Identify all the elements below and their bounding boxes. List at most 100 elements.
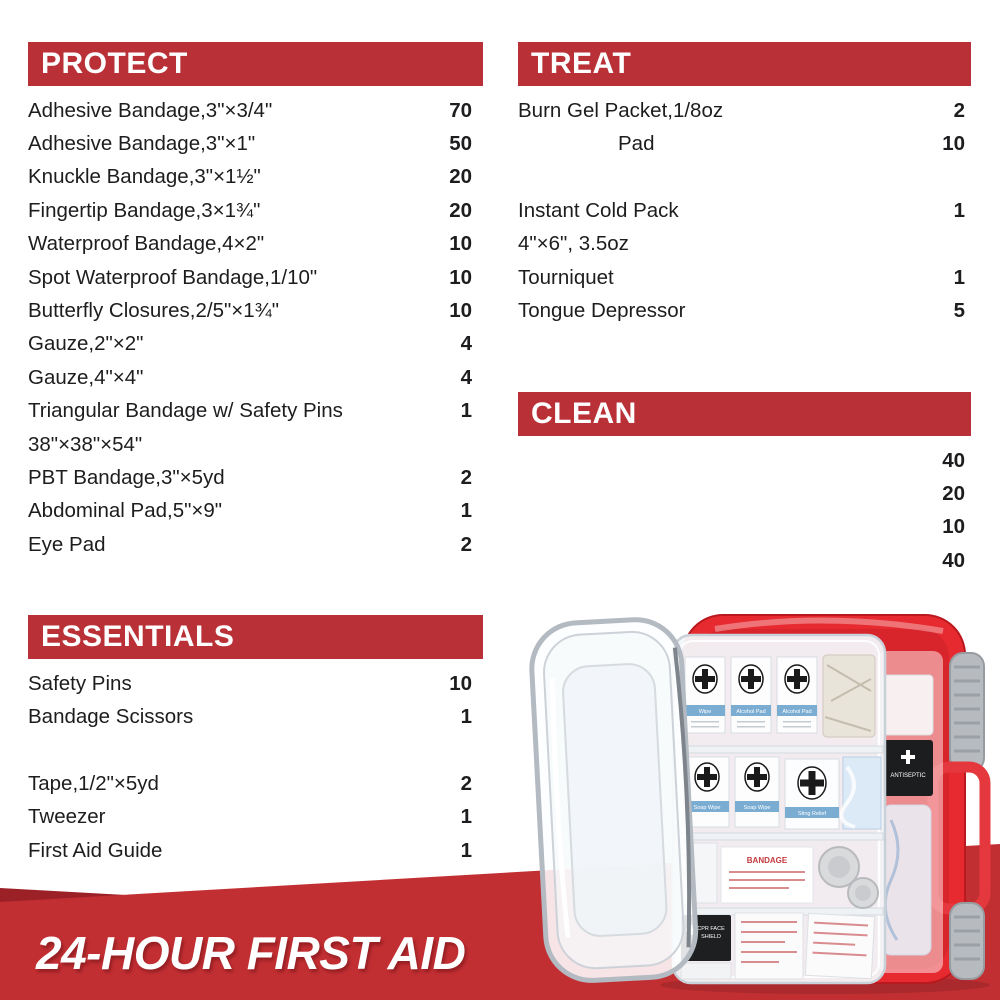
cross-icon bbox=[747, 767, 767, 787]
bandage-pack bbox=[804, 912, 876, 980]
shelf-divider bbox=[674, 745, 884, 754]
soap-wipe-packet: Soap Wipe bbox=[734, 756, 780, 828]
item-qty: 1 bbox=[460, 499, 472, 523]
item-qty: 1 bbox=[460, 838, 472, 862]
cross-icon bbox=[697, 767, 717, 787]
list-item: PBT Bandage,3"×5yd 2 bbox=[28, 461, 472, 494]
item-qty: 1 bbox=[460, 805, 472, 829]
list-item: Tweezer 1 bbox=[28, 801, 472, 834]
item-qty: 70 bbox=[449, 98, 472, 122]
clean-item-list: 40 20 10 40 bbox=[518, 444, 965, 578]
packet-row-3: BANDAGE bbox=[682, 842, 879, 909]
item-qty: 10 bbox=[449, 671, 472, 695]
item-qty: 40 bbox=[942, 448, 965, 472]
item-qty: 4 bbox=[460, 332, 472, 356]
item-label: 4"×6", 3.5oz bbox=[518, 232, 629, 256]
item-label: Eye Pad bbox=[28, 532, 106, 556]
item-qty: 10 bbox=[942, 515, 965, 539]
item-qty: 1 bbox=[460, 705, 472, 729]
lid-highlight bbox=[549, 678, 571, 938]
packet-label: Alcohol Pad bbox=[782, 709, 811, 715]
packet-label: Soap Wipe bbox=[694, 805, 721, 811]
item-qty: 20 bbox=[449, 165, 472, 189]
item-qty: 4 bbox=[460, 365, 472, 389]
case-highlight bbox=[714, 617, 944, 634]
list-item: 4"×6", 3.5oz bbox=[518, 228, 965, 261]
section-header-treat: TREAT bbox=[518, 42, 971, 86]
section-title: CLEAN bbox=[531, 397, 637, 430]
alcohol-pad-packet: Alcohol Pad bbox=[776, 656, 818, 734]
wipe-packet: Wipe bbox=[684, 656, 726, 734]
section-title: PROTECT bbox=[41, 47, 188, 80]
item-qty: 20 bbox=[942, 482, 965, 506]
section-protect: PROTECT Adhesive Bandage,3"×3/4" 70 Adhesi… bbox=[28, 42, 483, 561]
banner-title: 24-HOUR FIRST AID bbox=[36, 927, 466, 979]
list-item: Adhesive Bandage,3"×1" 50 bbox=[28, 127, 472, 160]
item-qty: 50 bbox=[449, 132, 472, 156]
list-item: Safety Pins 10 bbox=[28, 667, 472, 700]
gauze-pack bbox=[839, 756, 882, 830]
alcohol-pad-packet: Alcohol Pad bbox=[730, 656, 772, 734]
essentials-item-list: Safety Pins 10 Bandage Scissors 1 Tape,1/2"×… bbox=[28, 667, 472, 867]
cross-icon bbox=[800, 771, 824, 795]
section-essentials: ESSENTIALS Safety Pins 10 Bandage Scissors… bbox=[28, 615, 483, 867]
packet-row-1: Wipe Alcohol Pad Alcohol Pad bbox=[684, 654, 876, 738]
section-title: TREAT bbox=[531, 47, 632, 80]
item-label: Knuckle Bandage,3"×1½" bbox=[28, 165, 261, 189]
kit-side-contents: ANTISEPTIC bbox=[877, 651, 943, 973]
list-item: Pad 10 bbox=[518, 127, 965, 160]
item-qty: 2 bbox=[460, 771, 472, 795]
item-qty: 2 bbox=[460, 465, 472, 489]
list-item: Bandage Scissors 1 bbox=[28, 700, 472, 733]
list-item: 40 bbox=[518, 444, 965, 477]
protect-item-list: Adhesive Bandage,3"×3/4" 70 Adhesive Banda… bbox=[28, 94, 472, 561]
item-qty: 10 bbox=[942, 132, 965, 156]
list-item: Tongue Depressor 5 bbox=[518, 294, 965, 327]
item-qty: 1 bbox=[953, 198, 965, 222]
item-label: Tweezer bbox=[28, 805, 106, 829]
packet-label: Soap Wipe bbox=[744, 805, 771, 811]
packet-row-4: CPR FACE SHIELD bbox=[680, 912, 876, 980]
item-label: Triangular Bandage w/ Safety Pins bbox=[28, 399, 343, 423]
list-item: 38"×38"×54" bbox=[28, 428, 472, 461]
packet-label: Sting Relief bbox=[798, 811, 827, 817]
metal-tins bbox=[818, 846, 879, 909]
item-qty: 5 bbox=[953, 299, 965, 323]
cross-icon bbox=[787, 669, 807, 689]
item-label: Gauze,4"×4" bbox=[28, 365, 144, 389]
treat-item-list: Burn Gel Packet,1/8oz 2 Pad 10 Instant Cold … bbox=[518, 94, 965, 328]
list-item: First Aid Guide 1 bbox=[28, 834, 472, 867]
list-item: Butterfly Closures,2/5"×1¾" 10 bbox=[28, 294, 472, 327]
section-treat: TREAT Burn Gel Packet,1/8oz 2 Pad 10 Instant… bbox=[518, 42, 971, 328]
item-label: Tongue Depressor bbox=[518, 299, 686, 323]
list-item: Waterproof Bandage,4×2" 10 bbox=[28, 228, 472, 261]
list-item: 20 bbox=[518, 477, 965, 510]
item-label: PBT Bandage,3"×5yd bbox=[28, 465, 225, 489]
list-item: Eye Pad 2 bbox=[28, 528, 472, 561]
item-qty: 1 bbox=[953, 265, 965, 289]
item-qty: 2 bbox=[953, 98, 965, 122]
foil-pack bbox=[822, 654, 876, 738]
item-label: Bandage Scissors bbox=[28, 705, 194, 729]
item-label: Burn Gel Packet,1/8oz bbox=[518, 98, 724, 122]
bandage-box: BANDAGE bbox=[720, 846, 814, 904]
item-label: Tape,1/2"×5yd bbox=[28, 771, 159, 795]
list-item bbox=[518, 161, 965, 194]
shelf-divider bbox=[674, 832, 884, 841]
section-clean: CLEAN 40 20 10 40 bbox=[518, 392, 971, 578]
cross-icon bbox=[901, 750, 915, 764]
item-qty: 2 bbox=[460, 532, 472, 556]
item-qty: 10 bbox=[449, 299, 472, 323]
item-qty: 20 bbox=[449, 198, 472, 222]
list-item: Triangular Bandage w/ Safety Pins 1 bbox=[28, 395, 472, 428]
list-item: Spot Waterproof Bandage,1/10" 10 bbox=[28, 261, 472, 294]
list-item: Burn Gel Packet,1/8oz 2 bbox=[518, 94, 965, 127]
list-item: Tape,1/2"×5yd 2 bbox=[28, 767, 472, 800]
bandage-pack bbox=[734, 912, 804, 980]
antiseptic-pack bbox=[883, 740, 933, 796]
list-item: Instant Cold Pack 1 bbox=[518, 194, 965, 227]
item-qty: 40 bbox=[942, 548, 965, 572]
packet-label: Wipe bbox=[699, 709, 712, 715]
item-label: Tourniquet bbox=[518, 265, 614, 289]
item-label: Instant Cold Pack bbox=[518, 198, 679, 222]
